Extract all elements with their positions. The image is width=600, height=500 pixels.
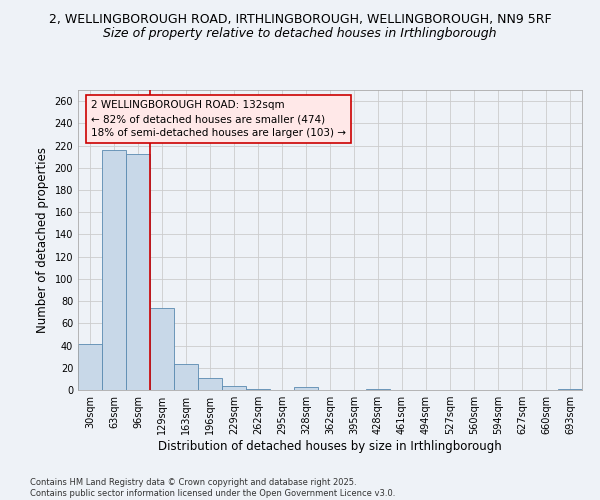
Text: Contains HM Land Registry data © Crown copyright and database right 2025.
Contai: Contains HM Land Registry data © Crown c… <box>30 478 395 498</box>
Text: 2 WELLINGBOROUGH ROAD: 132sqm
← 82% of detached houses are smaller (474)
18% of : 2 WELLINGBOROUGH ROAD: 132sqm ← 82% of d… <box>91 100 346 138</box>
Text: 2, WELLINGBOROUGH ROAD, IRTHLINGBOROUGH, WELLINGBOROUGH, NN9 5RF: 2, WELLINGBOROUGH ROAD, IRTHLINGBOROUGH,… <box>49 12 551 26</box>
Bar <box>174 364 198 390</box>
Bar <box>198 378 222 390</box>
Bar <box>246 389 270 390</box>
Bar <box>102 150 126 390</box>
Y-axis label: Number of detached properties: Number of detached properties <box>36 147 49 333</box>
Bar <box>126 154 150 390</box>
Bar <box>78 344 102 390</box>
Text: Size of property relative to detached houses in Irthlingborough: Size of property relative to detached ho… <box>103 28 497 40</box>
X-axis label: Distribution of detached houses by size in Irthlingborough: Distribution of detached houses by size … <box>158 440 502 453</box>
Bar <box>366 389 390 390</box>
Bar <box>222 386 246 390</box>
Bar <box>150 308 174 390</box>
Bar <box>558 389 582 390</box>
Bar <box>294 386 318 390</box>
